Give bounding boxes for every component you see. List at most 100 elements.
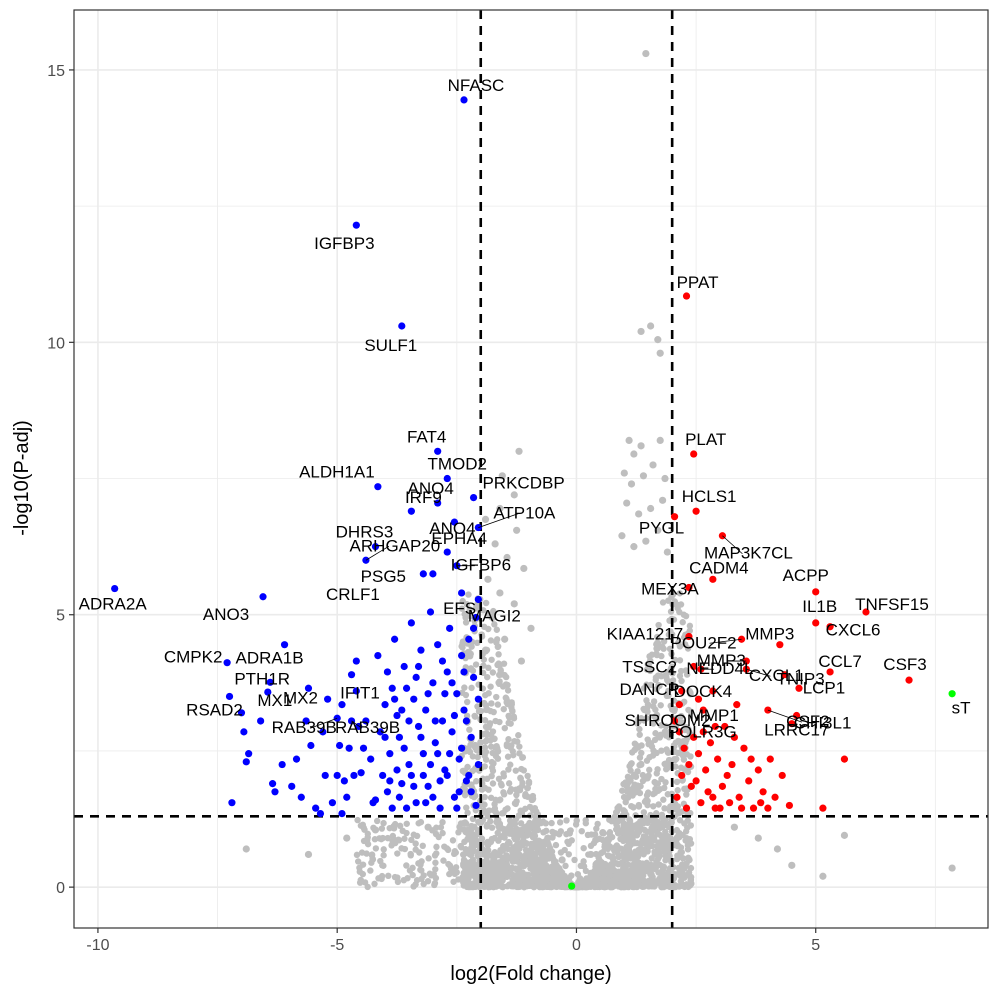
data-point bbox=[662, 723, 670, 730]
data-point bbox=[529, 833, 536, 840]
data-point bbox=[242, 845, 250, 853]
data-point bbox=[419, 771, 427, 780]
gene-label: CXCL6 bbox=[826, 621, 881, 640]
data-point bbox=[549, 828, 556, 836]
data-point bbox=[481, 793, 488, 801]
data-point bbox=[654, 829, 661, 837]
data-point bbox=[788, 861, 796, 869]
data-point bbox=[459, 689, 466, 696]
data-point bbox=[493, 742, 500, 750]
data-point bbox=[288, 782, 296, 790]
data-point bbox=[413, 832, 421, 840]
data-point bbox=[665, 631, 673, 638]
data-point bbox=[792, 711, 801, 720]
data-point bbox=[466, 726, 473, 733]
data-point bbox=[467, 788, 475, 796]
data-point bbox=[468, 863, 476, 870]
data-point bbox=[637, 327, 645, 336]
data-point bbox=[658, 673, 665, 680]
data-point bbox=[378, 872, 386, 880]
data-point bbox=[658, 833, 666, 841]
data-point bbox=[395, 733, 404, 741]
data-point bbox=[542, 827, 550, 835]
gene-label: DOCK4 bbox=[674, 682, 733, 701]
data-point bbox=[516, 743, 523, 750]
data-point bbox=[661, 805, 668, 812]
data-point bbox=[493, 636, 501, 643]
data-point bbox=[666, 883, 674, 891]
gene-label: CXCL1 bbox=[749, 666, 804, 685]
data-point bbox=[361, 879, 369, 886]
data-point bbox=[619, 850, 627, 858]
data-point bbox=[388, 804, 396, 812]
data-point bbox=[452, 849, 459, 856]
data-point bbox=[433, 843, 440, 851]
data-point bbox=[620, 837, 627, 845]
data-point bbox=[439, 818, 446, 826]
data-point bbox=[259, 593, 267, 601]
data-point bbox=[672, 763, 679, 770]
data-point bbox=[646, 766, 653, 774]
data-point bbox=[530, 883, 538, 891]
data-point bbox=[618, 859, 625, 867]
data-point bbox=[462, 717, 470, 725]
data-point bbox=[482, 748, 490, 756]
data-point bbox=[620, 469, 628, 477]
data-point bbox=[453, 804, 461, 812]
data-point bbox=[402, 804, 411, 812]
data-point bbox=[369, 855, 376, 863]
data-point bbox=[491, 540, 499, 548]
data-point bbox=[590, 881, 598, 888]
axes: -10 -5 0 5 0 5 10 15 bbox=[47, 63, 820, 954]
data-point bbox=[400, 744, 408, 752]
data-point bbox=[434, 499, 442, 507]
data-point bbox=[242, 758, 250, 766]
data-point bbox=[412, 840, 419, 847]
data-point bbox=[641, 880, 648, 888]
data-point bbox=[607, 834, 614, 841]
gene-label: DANCR bbox=[620, 680, 680, 699]
data-point bbox=[676, 809, 684, 816]
gene-label: TMOD2 bbox=[428, 455, 488, 474]
data-point bbox=[664, 764, 672, 771]
data-point bbox=[687, 753, 694, 760]
label-leader-lines bbox=[310, 513, 803, 729]
data-point bbox=[488, 764, 496, 771]
data-point bbox=[618, 845, 625, 852]
data-point bbox=[504, 883, 511, 890]
data-point bbox=[494, 661, 501, 669]
data-point bbox=[491, 621, 498, 628]
data-point bbox=[333, 771, 341, 780]
data-point bbox=[499, 847, 507, 854]
data-point bbox=[495, 679, 502, 686]
data-point bbox=[672, 723, 680, 730]
data-point bbox=[483, 775, 491, 783]
data-point bbox=[393, 766, 401, 774]
data-point bbox=[405, 717, 413, 725]
data-point bbox=[338, 701, 346, 709]
gene-label: PSG5 bbox=[361, 567, 406, 586]
data-point bbox=[484, 673, 491, 681]
data-point bbox=[482, 861, 490, 868]
data-point bbox=[649, 461, 657, 469]
data-point bbox=[555, 831, 563, 838]
data-point bbox=[692, 507, 700, 515]
data-point bbox=[627, 480, 636, 488]
data-point bbox=[676, 672, 684, 680]
data-point bbox=[599, 848, 607, 856]
data-point bbox=[460, 882, 467, 889]
data-point bbox=[473, 778, 480, 785]
data-point bbox=[650, 703, 657, 710]
gene-label: MX1 bbox=[257, 691, 292, 710]
gene-label: MMP3 bbox=[697, 651, 746, 670]
data-point bbox=[376, 835, 383, 842]
data-point bbox=[665, 756, 673, 764]
data-point bbox=[481, 646, 490, 654]
data-point bbox=[485, 690, 492, 697]
data-point bbox=[565, 851, 572, 858]
data-point bbox=[403, 862, 410, 869]
data-point bbox=[651, 837, 658, 844]
data-point bbox=[510, 847, 518, 854]
data-point bbox=[484, 841, 491, 849]
data-point bbox=[449, 837, 457, 844]
